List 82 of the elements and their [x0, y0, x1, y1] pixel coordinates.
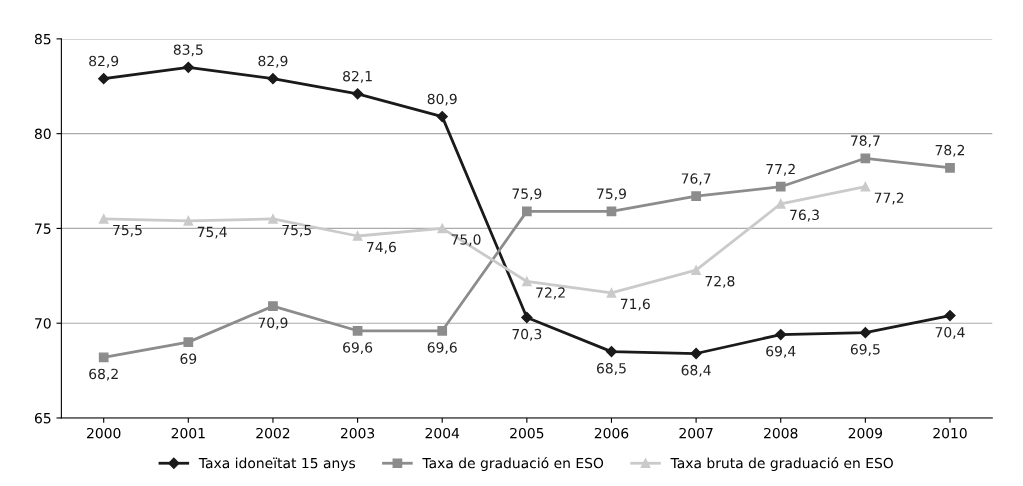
y-tick-label: 70 [35, 318, 51, 329]
x-tick-label: 2001 [171, 427, 205, 439]
data-label: 77,2 [766, 163, 795, 176]
point [437, 325, 448, 336]
point [98, 73, 110, 85]
data-label: 80,9 [427, 93, 457, 106]
point [183, 337, 194, 348]
data-label: 69 [180, 353, 197, 365]
data-label: 69,4 [766, 345, 796, 358]
point [521, 206, 532, 217]
point [268, 214, 278, 224]
point [775, 328, 787, 341]
point [436, 110, 448, 123]
data-label: 70,9 [258, 317, 288, 330]
data-label: 75,0 [451, 234, 481, 247]
point [691, 191, 701, 202]
data-label: 75,9 [512, 188, 542, 201]
data-label: 82,1 [343, 70, 372, 83]
point [351, 88, 364, 100]
data-label: 69,6 [343, 342, 373, 355]
point [98, 214, 109, 224]
data-label: 68,2 [89, 368, 118, 381]
data-label: 78,2 [935, 144, 965, 157]
point [860, 153, 871, 164]
point [521, 276, 532, 287]
data-label: 78,7 [851, 135, 880, 148]
data-label: 82,9 [258, 55, 288, 68]
x-tick-label: 2005 [510, 427, 544, 439]
data-label: 75,4 [197, 226, 227, 239]
legend-label: Taxa de graduació en ESO [422, 457, 604, 471]
point [690, 347, 702, 360]
point [352, 325, 363, 336]
point [183, 215, 194, 226]
point [98, 352, 109, 363]
point [521, 311, 533, 324]
data-label: 72,2 [536, 287, 565, 300]
point [860, 181, 871, 192]
x-tick-label: 2000 [87, 427, 121, 439]
legend-label: Taxa bruta de graduació en ESO [670, 457, 893, 471]
x-tick-label: 2006 [594, 427, 629, 439]
x-tick-label: 2010 [933, 427, 967, 439]
legend-label: Taxa idoneïtat 15 anys [198, 457, 356, 471]
point [268, 301, 278, 311]
point [182, 61, 194, 73]
data-label: 69,5 [850, 344, 880, 356]
x-tick-label: 2004 [425, 427, 460, 439]
data-label: 75,5 [282, 224, 311, 237]
x-tick-label: 2003 [340, 427, 375, 439]
data-label: 76,3 [790, 209, 819, 222]
point [944, 310, 956, 322]
data-label: 70,3 [512, 328, 542, 341]
data-label: 72,8 [705, 275, 735, 288]
y-tick-label: 85 [34, 33, 51, 45]
x-tick-label: 2008 [764, 427, 798, 439]
point [606, 288, 617, 298]
data-label: 71,6 [620, 298, 650, 311]
x-tick-label: 2009 [848, 427, 883, 439]
data-label: 70,4 [935, 326, 965, 339]
data-label: 76,7 [681, 173, 711, 186]
data-label: 69,6 [427, 342, 457, 355]
data-label: 75,9 [597, 188, 626, 201]
x-tick-label: 2007 [679, 427, 713, 439]
point [352, 231, 363, 241]
y-tick-label: 75 [35, 223, 51, 234]
x-tick-label: 2002 [256, 427, 290, 439]
data-label: 83,5 [173, 44, 203, 57]
point [775, 181, 786, 192]
point [945, 162, 955, 173]
point [267, 73, 279, 85]
data-label: 68,4 [681, 364, 711, 377]
y-tick-label: 65 [34, 412, 51, 424]
data-label: 68,5 [596, 362, 626, 375]
point [691, 265, 701, 275]
point [605, 346, 618, 358]
data-label: 77,2 [874, 192, 904, 205]
data-label: 74,6 [367, 241, 396, 254]
data-label: 82,9 [89, 55, 119, 68]
point [859, 327, 871, 339]
data-label: 75,5 [113, 224, 142, 237]
point [775, 198, 786, 209]
y-tick-label: 80 [34, 128, 51, 140]
point [437, 223, 448, 234]
